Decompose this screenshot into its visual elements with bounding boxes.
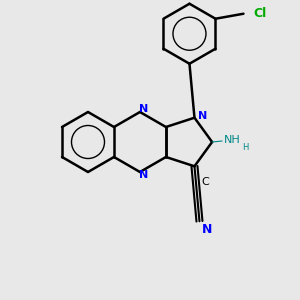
Text: N: N — [139, 170, 148, 180]
Text: Cl: Cl — [254, 7, 267, 20]
Text: NH: NH — [224, 135, 241, 145]
Text: N: N — [202, 223, 213, 236]
Text: N: N — [198, 111, 207, 121]
Text: H: H — [242, 142, 248, 152]
Text: C: C — [201, 177, 209, 187]
Text: N: N — [139, 104, 148, 114]
